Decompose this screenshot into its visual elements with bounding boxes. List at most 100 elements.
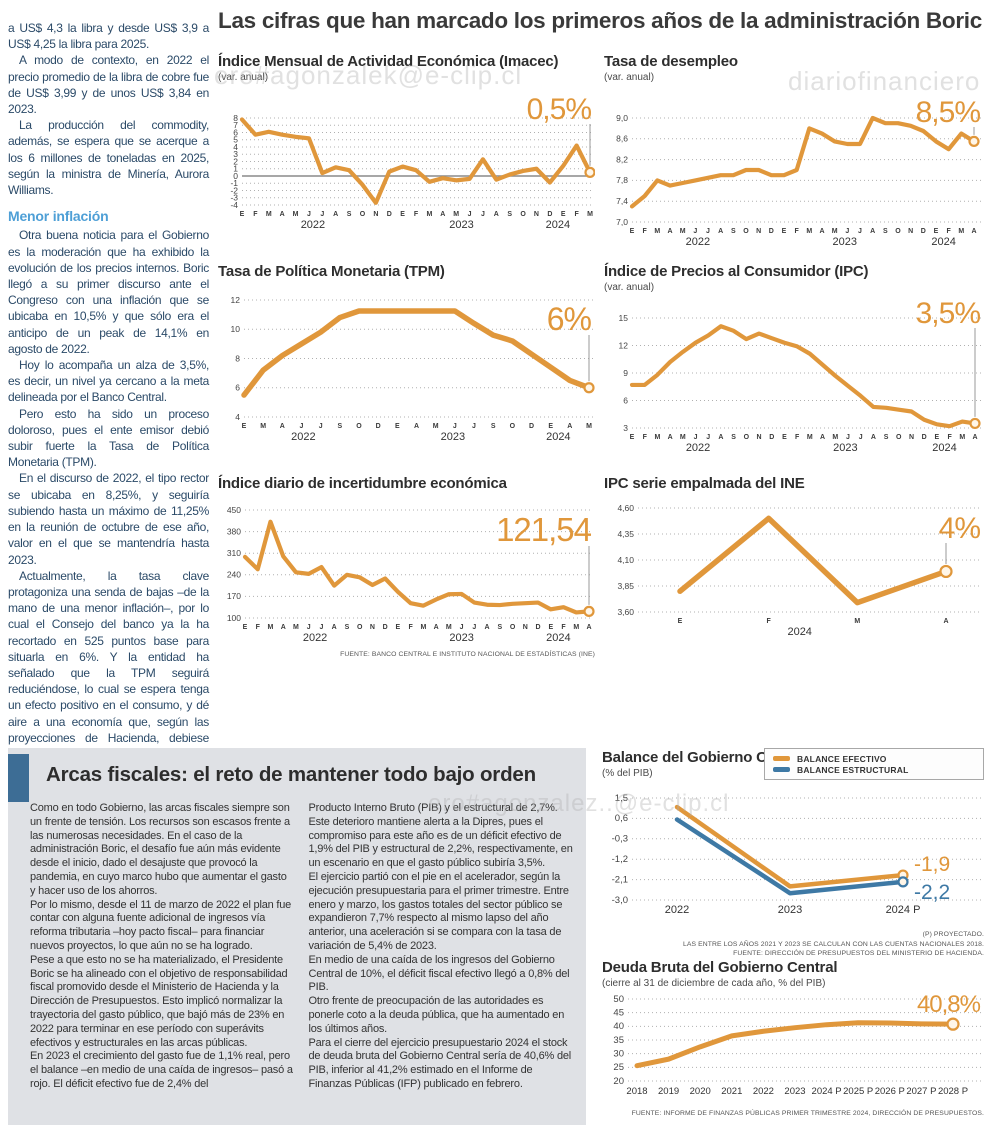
chart-plot-area: 50 45 40 35 30 25 20 2018 2019 2020 2021 2022 2023 20… bbox=[602, 991, 984, 1107]
end-value-label: 0,5% bbox=[527, 93, 592, 126]
y-tick-label: 450 bbox=[227, 505, 241, 515]
x-month-label: M bbox=[680, 434, 686, 441]
x-year-label: 2023 bbox=[833, 442, 857, 454]
legend-item-efectivo: BALANCE EFECTIVO bbox=[773, 753, 975, 764]
y-tick-label: 35 bbox=[613, 1035, 624, 1046]
y-tick-label: 25 bbox=[613, 1062, 624, 1073]
y-tick-label: 6 bbox=[233, 127, 238, 137]
y-tick-label: 6 bbox=[235, 383, 240, 393]
x-month-label: N bbox=[370, 624, 375, 631]
y-tick-label: 1,5 bbox=[615, 793, 628, 804]
chart-deuda: Deuda Bruta del Gobierno Central (cierre… bbox=[602, 958, 984, 1117]
x-category-label: 2022 bbox=[665, 904, 689, 916]
x-category-label: 2022 bbox=[753, 1086, 774, 1097]
x-month-label: E bbox=[678, 618, 683, 625]
x-month-label: M bbox=[453, 211, 459, 218]
legend-label: BALANCE ESTRUCTURAL bbox=[797, 764, 909, 775]
x-year-label: 2024 bbox=[546, 431, 570, 443]
y-tick-label: 4,35 bbox=[617, 529, 634, 539]
chart-subtitle: (var. anual) bbox=[604, 72, 655, 83]
x-month-label: M bbox=[854, 618, 860, 625]
y-tick-label: 8,6 bbox=[616, 134, 628, 144]
y-tick-label: 8 bbox=[233, 113, 238, 123]
x-month-label: S bbox=[491, 423, 496, 430]
x-month-label: A bbox=[819, 228, 824, 235]
y-tick-label: 4,60 bbox=[617, 503, 634, 513]
x-month-label: O bbox=[360, 211, 366, 218]
x-category-label: 2024 P bbox=[812, 1086, 842, 1097]
x-month-label: A bbox=[280, 423, 285, 430]
y-tick-label: 40 bbox=[613, 1021, 624, 1032]
y-tick-label: -3,0 bbox=[612, 895, 628, 906]
x-year-label: 2022 bbox=[291, 431, 315, 443]
article-paragraph: La producción del commodity, además, se … bbox=[8, 118, 209, 198]
x-month-label: M bbox=[266, 211, 272, 218]
y-tick-label: 12 bbox=[231, 295, 241, 305]
x-month-label: A bbox=[440, 211, 445, 218]
end-value-label: 6% bbox=[547, 301, 592, 337]
x-month-label: J bbox=[307, 624, 311, 631]
y-tick-label: -2 bbox=[230, 185, 238, 195]
y-tick-label: 170 bbox=[227, 591, 241, 601]
endpoint-marker bbox=[969, 417, 981, 430]
series-end-label: -1,9 bbox=[914, 853, 950, 876]
chart-title: Tasa de desempleo bbox=[604, 53, 738, 70]
x-month-label: O bbox=[510, 624, 516, 631]
x-month-label: D bbox=[769, 228, 774, 235]
left-article-column: a US$ 4,3 la libra y desde US$ 3,9 a US$… bbox=[8, 20, 209, 762]
x-month-label: A bbox=[434, 624, 439, 631]
chart-subtitle: (var. anual) bbox=[604, 282, 655, 293]
fiscal-paragraph: El ejercicio partió con el pie en el ace… bbox=[308, 870, 569, 952]
endpoint-marker bbox=[968, 135, 980, 148]
x-month-label: E bbox=[630, 228, 635, 235]
y-tick-label: 15 bbox=[619, 313, 629, 323]
data-line-orange bbox=[677, 515, 949, 606]
y-tick-label: -1 bbox=[230, 178, 238, 188]
y-tick-label: 310 bbox=[227, 548, 241, 558]
x-year-label: 2024 bbox=[931, 236, 955, 248]
x-year-label: 2022 bbox=[686, 442, 710, 454]
data-line-orange bbox=[674, 804, 906, 889]
x-month-label: A bbox=[586, 624, 591, 631]
x-month-label: O bbox=[510, 423, 516, 430]
x-month-label: N bbox=[909, 434, 914, 441]
endpoint-marker bbox=[946, 1017, 960, 1031]
fiscal-paragraph: Pese a que esto no se ha materializado, … bbox=[30, 953, 288, 1049]
x-month-label: A bbox=[871, 434, 876, 441]
x-year-label: 2024 bbox=[546, 219, 570, 231]
x-year-label: 2024 bbox=[546, 632, 570, 644]
article-paragraph: Otra buena noticia para el Gobierno es l… bbox=[8, 228, 209, 356]
x-month-label: E bbox=[400, 211, 405, 218]
y-tick-label: -3 bbox=[230, 193, 238, 203]
end-value-label: 40,8% bbox=[917, 992, 981, 1018]
endpoint-marker bbox=[583, 605, 595, 617]
y-tick-label: -1,2 bbox=[612, 854, 628, 865]
x-month-label: A bbox=[281, 624, 286, 631]
x-month-label: E bbox=[934, 228, 939, 235]
y-tick-label: -4 bbox=[230, 200, 238, 210]
x-month-label: M bbox=[806, 228, 812, 235]
chart-legend: BALANCE EFECTIVO BALANCE ESTRUCTURAL bbox=[764, 748, 984, 780]
y-tick-label: 7,0 bbox=[616, 217, 628, 227]
page-headline: Las cifras que han marcado los primeros … bbox=[218, 8, 982, 33]
y-tick-label: 10 bbox=[231, 324, 241, 334]
end-value-label: 121,54 bbox=[496, 511, 592, 548]
x-month-label: S bbox=[337, 423, 342, 430]
x-year-label: 2024 bbox=[932, 442, 956, 454]
fiscal-paragraph: Para el cierre del ejercicio presupuesta… bbox=[308, 1036, 572, 1090]
x-month-label: N bbox=[756, 228, 761, 235]
x-month-label: M bbox=[426, 211, 432, 218]
x-month-label: F bbox=[643, 228, 648, 235]
article-paragraph: Hoy lo acompaña un alza de 3,5%, es deci… bbox=[8, 358, 209, 405]
end-value-label: 3,5% bbox=[916, 297, 981, 330]
x-category-label: 2021 bbox=[721, 1086, 742, 1097]
x-category-label: 2018 bbox=[626, 1086, 647, 1097]
endpoint-marker bbox=[583, 382, 595, 394]
article-paragraph: a US$ 4,3 la libra y desde US$ 3,9 a US$… bbox=[8, 21, 209, 52]
series-end-label: -2,2 bbox=[914, 881, 950, 904]
x-month-label: A bbox=[280, 211, 285, 218]
end-value-label: 8,5% bbox=[916, 96, 981, 129]
x-month-label: F bbox=[561, 624, 566, 631]
y-tick-label: 7,8 bbox=[616, 175, 628, 185]
